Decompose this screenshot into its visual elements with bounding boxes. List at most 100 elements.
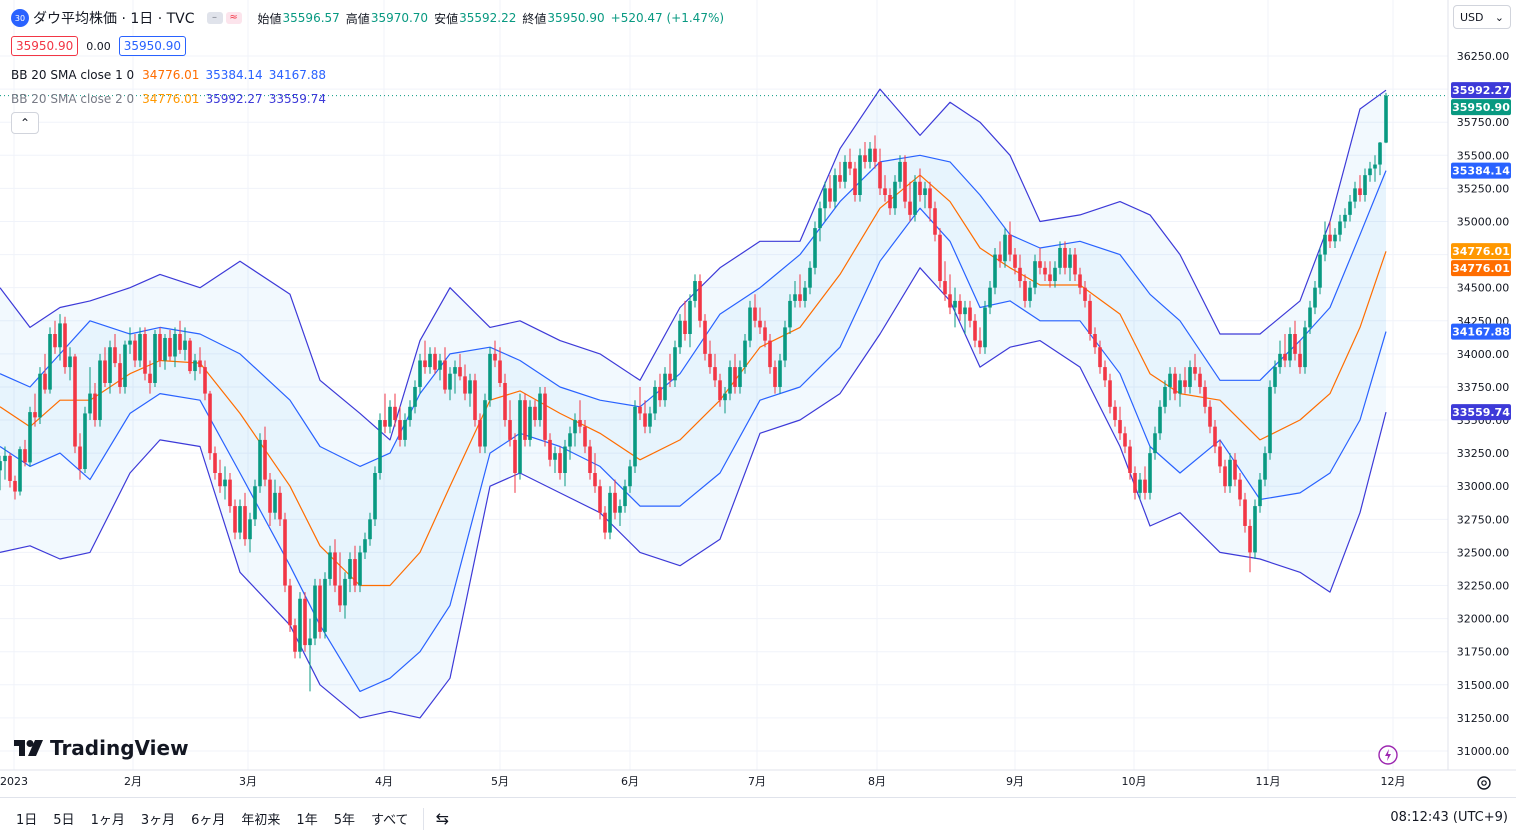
candle-body — [653, 386, 657, 414]
candle-body — [733, 367, 737, 387]
candle-body — [928, 188, 932, 209]
candle-body — [1378, 142, 1382, 165]
range-button[interactable]: 1ヶ月 — [90, 813, 125, 828]
candle — [1173, 367, 1177, 401]
range-button[interactable]: 6ヶ月 — [191, 813, 226, 828]
candle — [818, 201, 822, 242]
candle — [358, 545, 362, 593]
candle — [648, 406, 652, 434]
candle-body — [158, 334, 162, 361]
candle — [1083, 281, 1087, 308]
indicator-row-2[interactable]: BB 20 SMA close 2 0 34776.01 35992.27 33… — [11, 92, 326, 106]
candle — [788, 294, 792, 334]
candle — [1353, 181, 1357, 209]
price-chart[interactable]: 31000.00 31250.00 31500.00 31750.00 32000.00… — [0, 0, 1516, 797]
candle — [368, 512, 372, 546]
candle-body — [493, 353, 497, 361]
y-tick-label: 32750.00 — [1457, 513, 1510, 526]
candle-body — [143, 334, 147, 374]
candle-body — [1123, 433, 1127, 447]
candle-body — [1098, 347, 1102, 368]
candle-body — [1083, 287, 1087, 301]
candle-body — [148, 373, 152, 383]
lightning-icon[interactable] — [1378, 745, 1398, 765]
candle — [1273, 360, 1277, 394]
tradingview-logo[interactable]: TradingView — [14, 736, 189, 760]
candle — [388, 400, 392, 434]
candle-body — [1208, 406, 1212, 427]
candle-body — [83, 413, 87, 470]
range-button[interactable]: 1年 — [296, 813, 318, 828]
compare-icon[interactable]: ≈ — [225, 12, 242, 24]
candle — [928, 181, 932, 222]
settings-gear-icon[interactable] — [1477, 776, 1491, 790]
candle-body — [473, 380, 477, 421]
candle-body — [643, 413, 647, 427]
candle — [433, 347, 437, 374]
clock-display[interactable]: 08:12:43 (UTC+9) — [1390, 810, 1508, 825]
range-button[interactable]: 3ヶ月 — [140, 813, 176, 828]
candle-body — [633, 406, 637, 467]
range-button[interactable]: 5日 — [53, 813, 75, 828]
candle — [553, 446, 557, 473]
candle-body — [18, 449, 22, 492]
collapse-legend-button[interactable]: ⌃ — [11, 112, 39, 134]
candle — [18, 446, 22, 496]
candle-body — [468, 380, 472, 394]
candle — [53, 320, 57, 354]
candle-body — [1343, 214, 1347, 222]
range-button[interactable]: 5年 — [333, 813, 355, 828]
candle — [83, 406, 87, 473]
candle — [363, 532, 367, 560]
indicator-upper: 35384.14 — [205, 68, 263, 82]
date-range-icon[interactable]: ⇆ — [435, 809, 449, 828]
candle-body — [133, 340, 137, 361]
candle-body — [1038, 261, 1042, 268]
candle — [283, 512, 287, 593]
candle-body — [1218, 446, 1222, 467]
candle-body — [203, 367, 207, 394]
candle — [658, 373, 662, 407]
indicator-row-1[interactable]: BB 20 SMA close 1 0 34776.01 35384.14 34… — [11, 68, 326, 82]
candle — [1133, 466, 1137, 500]
buy-price-button[interactable]: 35950.90 — [118, 36, 187, 56]
upper-band-1 — [0, 154, 1387, 467]
indicator-lower: 34167.88 — [268, 68, 326, 82]
candle — [213, 446, 217, 480]
candle-body — [678, 320, 682, 348]
candle — [233, 499, 237, 540]
range-button[interactable]: すべて — [370, 813, 409, 828]
currency-select[interactable]: USD ⌄ — [1453, 5, 1511, 29]
price-scale-label: 35992.27 — [1451, 82, 1511, 99]
candle — [428, 347, 432, 374]
candle — [918, 168, 922, 202]
candle-body — [718, 380, 722, 401]
candle — [63, 316, 67, 374]
candle-body — [1033, 261, 1037, 288]
candle — [813, 221, 817, 275]
candle-body — [933, 208, 937, 235]
candlestick-series — [0, 92, 1448, 692]
outer-band-fill — [0, 89, 1386, 718]
y-tick-label: 33250.00 — [1457, 447, 1510, 460]
range-button[interactable]: 1日 — [16, 813, 38, 828]
symbol-title[interactable]: ダウ平均株価 · 1日 · TVC — [33, 11, 195, 27]
spread-value: 0.00 — [86, 39, 111, 53]
candle — [1238, 473, 1242, 507]
candle — [683, 300, 687, 341]
candle — [1068, 247, 1072, 282]
indicator-name: BB 20 SMA close 2 0 — [11, 92, 135, 106]
candle — [573, 413, 577, 447]
candle-body — [168, 337, 172, 357]
candle — [328, 545, 332, 586]
candle — [863, 142, 867, 169]
candle-body — [698, 281, 702, 321]
visibility-icon[interactable]: – — [206, 12, 223, 24]
x-tick-label: 3月 — [239, 775, 257, 788]
candle — [523, 393, 527, 447]
sell-price-button[interactable]: 35950.90 — [11, 36, 79, 56]
candle — [113, 334, 117, 368]
candle-body — [223, 479, 227, 487]
candle — [158, 327, 162, 368]
range-button[interactable]: 年初来 — [241, 813, 281, 828]
